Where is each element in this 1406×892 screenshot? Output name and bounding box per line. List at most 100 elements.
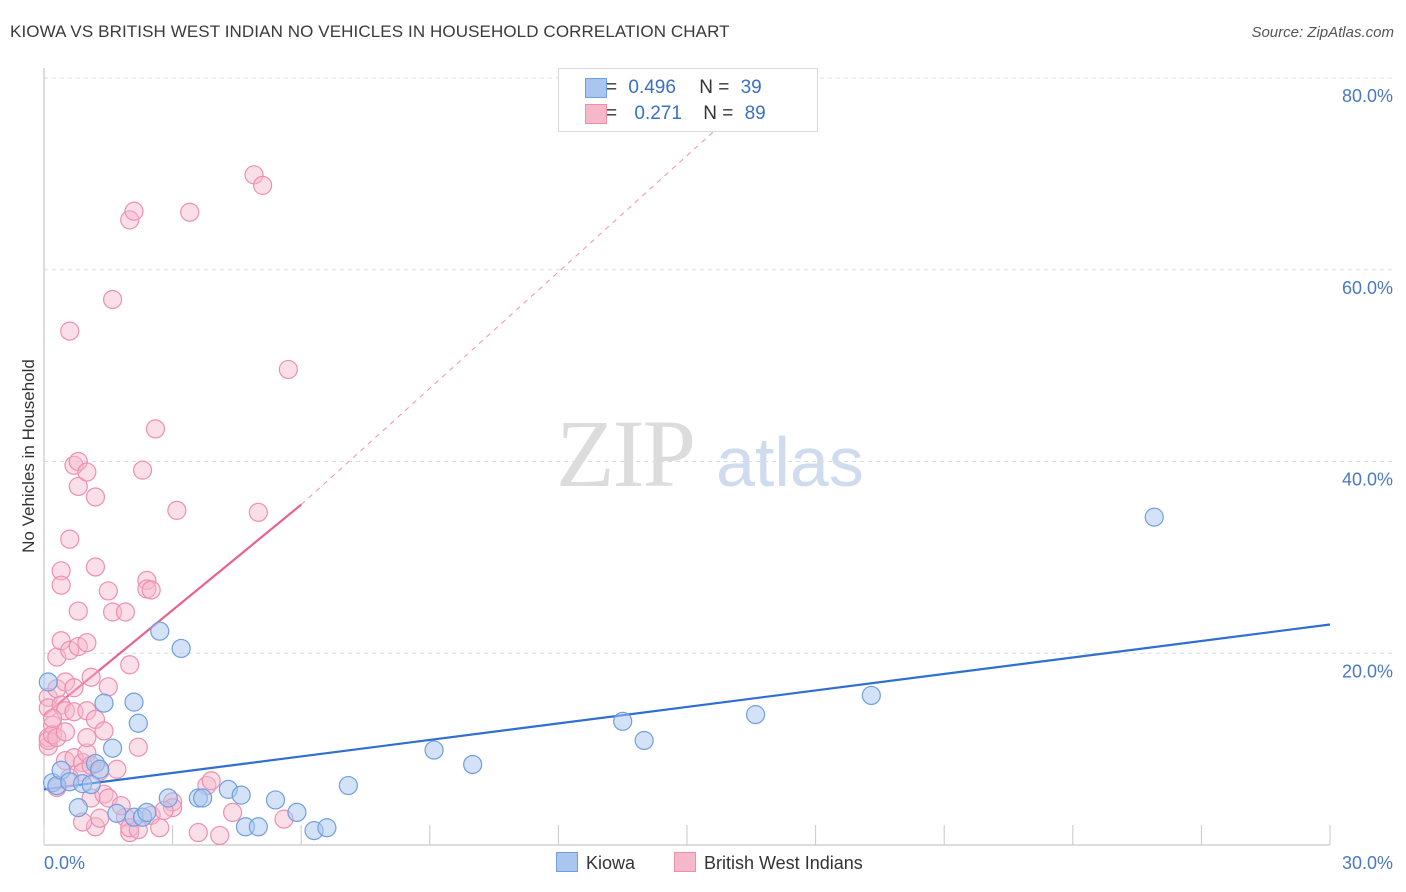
kiowa-point: [38, 672, 58, 692]
chart-title: KIOWA VS BRITISH WEST INDIAN NO VEHICLES…: [10, 22, 730, 41]
bwi-point: [188, 822, 208, 843]
y-tick-label: 60.0%: [1342, 278, 1393, 298]
x-tick-label: 30.0%: [1342, 853, 1393, 873]
y-tick-label: 20.0%: [1342, 661, 1393, 681]
kiowa-point: [137, 802, 157, 823]
bwi-point: [85, 487, 106, 507]
bwi-point: [248, 502, 268, 522]
bwi-point: [120, 655, 140, 675]
bwi-point: [115, 602, 136, 622]
source-label: Source: ZipAtlas.com: [1251, 24, 1394, 41]
bwi-point: [77, 728, 97, 748]
bwi-point: [60, 321, 80, 341]
bwi-point: [253, 175, 273, 195]
y-tick-label: 40.0%: [1342, 470, 1393, 490]
bwi-point: [150, 818, 170, 838]
bwi-point: [167, 500, 187, 520]
tick-labels: 20.0% 40.0% 60.0% 80.0% 0.0% 30.0%: [44, 86, 1393, 873]
r-value-bwi: 0.271: [634, 103, 682, 124]
bwi-point: [94, 721, 114, 741]
n-value-kiowa: 39: [740, 77, 762, 98]
kiowa-point: [248, 817, 268, 837]
bwi-point: [128, 737, 148, 757]
kiowa-point: [463, 754, 483, 775]
axes: [43, 68, 1331, 846]
kiowa-point: [265, 790, 286, 810]
kiowa-trend-line: [43, 623, 1331, 791]
kiowa-swatch: [585, 78, 607, 98]
kiowa-point: [81, 774, 101, 795]
legend-row-bwi: R = 0.271 N = 89: [585, 103, 766, 125]
kiowa-point: [231, 785, 251, 805]
kiowa-point: [634, 730, 654, 751]
kiowa-point: [861, 685, 881, 706]
bwi-legend-label: British West Indians: [704, 853, 863, 873]
bottom-legend-kiowa: Kiowa: [556, 852, 635, 874]
bwi-swatch: [585, 104, 607, 124]
y-tick-label: 80.0%: [1342, 86, 1393, 106]
kiowa-point: [124, 692, 144, 712]
bwi-point: [64, 678, 84, 698]
kiowa-point: [158, 788, 178, 808]
kiowa-point: [338, 775, 358, 796]
bwi-trend-extension: [300, 77, 774, 506]
bwi-point: [51, 575, 71, 595]
bwi-point: [42, 708, 63, 729]
gridlines: [44, 77, 1392, 654]
kiowa-point: [102, 738, 123, 758]
bwi-point: [180, 202, 200, 222]
kiowa-point: [317, 818, 337, 838]
correlation-legend: R = 0.496 N = 39 R = 0.271 N = 89: [558, 68, 818, 132]
bwi-point: [141, 580, 161, 600]
bwi-point: [68, 601, 88, 621]
n-label: N =: [703, 103, 734, 124]
legend-row-kiowa: R = 0.496 N = 39: [585, 77, 762, 99]
bwi-point: [60, 529, 80, 549]
watermark-zip: ZIP: [556, 400, 696, 507]
kiowa-point: [424, 740, 444, 760]
kiowa-point: [94, 693, 114, 713]
bwi-point: [51, 561, 71, 581]
kiowa-point: [150, 621, 170, 641]
bwi-trend-line: [43, 503, 302, 717]
bwi-point: [145, 419, 166, 439]
kiowa-point: [68, 798, 88, 818]
bwi-point: [85, 817, 106, 837]
bwi-point: [223, 802, 243, 823]
bwi-points: [38, 165, 298, 846]
x-tick-label: 0.0%: [44, 853, 85, 873]
y-axis-label: No Vehicles in Household: [19, 359, 38, 553]
kiowa-point: [128, 713, 148, 733]
bwi-point: [102, 289, 123, 310]
kiowa-point: [1144, 507, 1164, 527]
kiowa-point: [287, 802, 307, 823]
bwi-point: [278, 359, 298, 380]
bwi-point: [81, 667, 101, 687]
bwi-point: [98, 581, 118, 601]
bwi-point: [132, 460, 153, 480]
kiowa-points: [38, 507, 1164, 841]
kiowa-point: [171, 638, 191, 659]
bwi-point: [90, 808, 110, 828]
bottom-legend-bwi: British West Indians: [674, 852, 863, 874]
bwi-point: [124, 201, 144, 221]
bwi-point: [120, 210, 140, 230]
trend-lines: [43, 77, 1331, 791]
bwi-point: [68, 476, 88, 497]
bwi-point: [201, 771, 221, 791]
kiowa-point: [90, 759, 110, 779]
bwi-point: [77, 462, 97, 482]
bwi-point: [107, 759, 127, 779]
kiowa-legend-label: Kiowa: [586, 853, 636, 873]
kiowa-point: [193, 788, 213, 808]
bwi-point: [98, 677, 118, 697]
n-label: N =: [699, 77, 730, 98]
bwi-point: [210, 825, 230, 846]
kiowa-point: [613, 711, 633, 731]
kiowa-point: [107, 803, 127, 823]
kiowa-legend-swatch: [556, 852, 578, 872]
bwi-point: [55, 722, 76, 742]
bwi-point: [77, 633, 97, 653]
bwi-point: [85, 557, 106, 577]
